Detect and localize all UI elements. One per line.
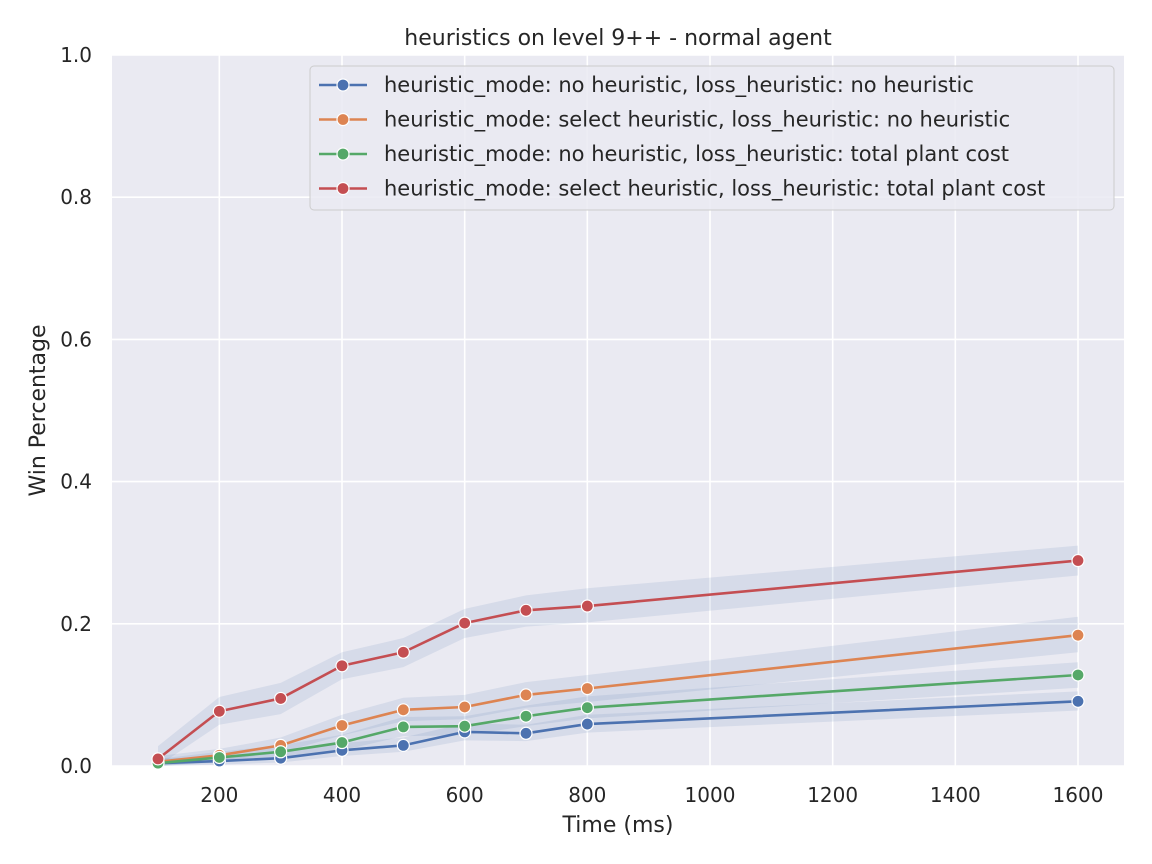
data-point — [1071, 553, 1085, 568]
data-point — [580, 717, 594, 731]
data-point — [519, 603, 533, 617]
data-point — [335, 735, 349, 750]
x-tick-label: 200 — [200, 783, 238, 807]
data-point — [580, 681, 594, 696]
data-point — [519, 688, 533, 702]
legend-swatch-marker — [336, 181, 350, 196]
data-point — [151, 752, 165, 766]
data-point — [458, 700, 472, 714]
y-tick-label: 0.0 — [60, 754, 92, 778]
y-tick-label: 0.2 — [60, 612, 92, 636]
data-point — [212, 704, 226, 718]
y-tick-label: 0.6 — [60, 327, 92, 351]
data-point — [396, 738, 410, 752]
data-point — [274, 691, 288, 706]
x-tick-label: 400 — [323, 783, 361, 807]
legend-swatch-marker — [336, 78, 350, 92]
data-point — [1071, 628, 1085, 642]
x-tick-label: 1400 — [930, 783, 981, 807]
data-point — [274, 745, 288, 759]
data-point — [519, 726, 533, 740]
data-point — [1071, 694, 1085, 708]
x-tick-label: 600 — [446, 783, 484, 807]
y-tick-label: 0.8 — [60, 185, 92, 209]
legend: heuristic_mode: no heuristic, loss_heuri… — [309, 65, 1115, 211]
data-point — [458, 719, 472, 733]
data-point — [396, 645, 410, 659]
data-point — [396, 720, 410, 734]
x-axis-ticks: 200 400 600 800 1000 1200 1400 1600 — [200, 783, 1103, 807]
data-point — [335, 718, 349, 733]
y-axis-label: Win Percentage — [26, 324, 51, 496]
data-point — [1071, 668, 1085, 682]
confidence-band — [158, 616, 1078, 766]
x-tick-label: 800 — [568, 783, 606, 807]
legend-swatch-marker — [336, 147, 350, 161]
legend-label: heuristic_mode: no heuristic, loss_heuri… — [384, 73, 974, 98]
data-point — [212, 750, 226, 765]
y-tick-label: 0.4 — [60, 470, 92, 494]
x-tick-label: 1600 — [1053, 783, 1104, 807]
legend-box — [309, 65, 1115, 211]
data-point — [458, 616, 472, 630]
data-point — [335, 659, 349, 673]
confidence-band — [158, 545, 1078, 766]
legend-label: heuristic_mode: select heuristic, loss_h… — [384, 177, 1045, 202]
confidence-band — [158, 662, 1078, 766]
y-tick-label: 1.0 — [60, 43, 92, 67]
data-point — [580, 599, 594, 613]
x-tick-label: 1000 — [685, 783, 736, 807]
chart-title: heuristics on level 9++ - normal agent — [404, 26, 832, 51]
legend-label: heuristic_mode: select heuristic, loss_h… — [384, 108, 1010, 133]
legend-label: heuristic_mode: no heuristic, loss_heuri… — [384, 142, 1009, 167]
data-point — [580, 701, 594, 715]
data-point — [396, 703, 410, 717]
data-point — [519, 709, 533, 723]
series-markers — [151, 553, 1085, 770]
x-axis-label: Time (ms) — [562, 813, 674, 838]
x-tick-label: 1200 — [807, 783, 858, 807]
y-axis-ticks: 0.0 0.2 0.4 0.6 0.8 1.0 — [60, 43, 92, 778]
legend-swatch-marker — [336, 112, 350, 127]
